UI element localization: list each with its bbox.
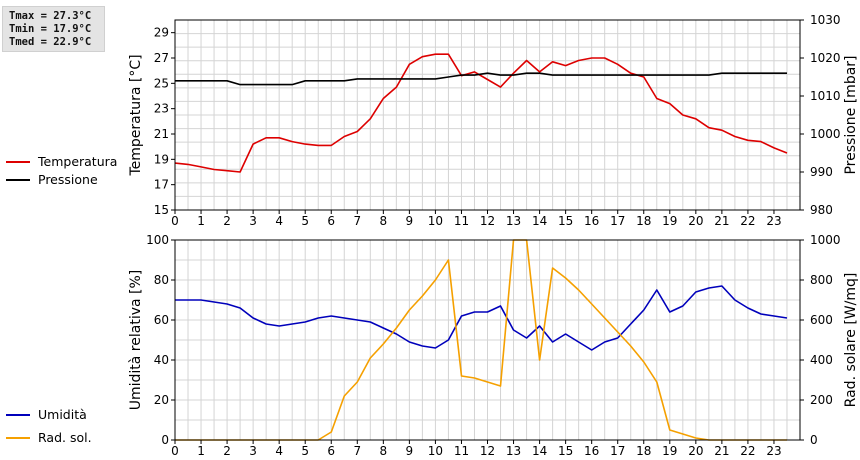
x-tick-label: 5	[301, 214, 309, 228]
y-tick-label: 15	[154, 203, 169, 217]
legend-label-0-0: Temperatura	[37, 154, 117, 169]
y-tick-label: 80	[154, 273, 169, 287]
y2-tick-label: 600	[810, 313, 833, 327]
tmax-value: Tmax = 27.3°C	[9, 10, 92, 22]
x-tick-label: 9	[406, 214, 414, 228]
y2-axis-title: Pressione [mbar]	[843, 55, 859, 174]
y-axis-title: Temperatura [°C]	[128, 54, 144, 176]
x-tick-label: 2	[223, 444, 231, 458]
x-tick-label: 7	[353, 214, 361, 228]
series-line-0-1	[175, 72, 787, 86]
x-tick-label: 20	[688, 444, 703, 458]
x-tick-label: 3	[249, 444, 257, 458]
legend-label-1-0: Umidità	[38, 407, 87, 422]
x-tick-label: 14	[532, 214, 547, 228]
y-tick-label: 60	[154, 313, 169, 327]
y2-tick-label: 0	[810, 433, 818, 447]
y-tick-label: 0	[161, 433, 169, 447]
y-tick-label: 21	[154, 127, 169, 141]
x-tick-label: 3	[249, 214, 257, 228]
y2-tick-label: 1020	[810, 51, 841, 65]
y2-axis-title: Rad. solare [W/mq]	[843, 273, 859, 408]
x-tick-label: 21	[714, 444, 729, 458]
x-tick-label: 6	[327, 444, 335, 458]
y-tick-label: 100	[146, 233, 169, 247]
y-tick-label: 25	[154, 76, 169, 90]
y-tick-label: 20	[154, 393, 169, 407]
tmin-value: Tmin = 17.9°C	[9, 23, 92, 35]
temperature-pressure-chart: 0 1 2 3 4 5 6 7 8 9 10 11 12 13 14 15 16 17 18 19 20 21 22 2315…	[128, 13, 859, 228]
y2-tick-label: 400	[810, 353, 833, 367]
x-tick-label: 10	[428, 214, 443, 228]
tmed-value: Tmed = 22.9°C	[9, 36, 92, 48]
y-tick-label: 29	[154, 26, 169, 40]
x-tick-label: 5	[301, 444, 309, 458]
x-tick-label: 18	[636, 214, 651, 228]
x-tick-label: 16	[584, 444, 599, 458]
x-tick-label: 21	[714, 214, 729, 228]
legends: Temperatura Pressione Umidità Rad. sol.	[6, 154, 117, 445]
x-tick-label: 17	[610, 214, 625, 228]
x-tick-label: 14	[532, 444, 547, 458]
legend-label-1-1: Rad. sol.	[38, 430, 92, 445]
x-tick-label: 2	[223, 214, 231, 228]
y2-tick-label: 1030	[810, 13, 841, 27]
x-tick-label: 23	[766, 214, 781, 228]
x-tick-label: 23	[766, 444, 781, 458]
y-axis-title: Umidità relativa [%]	[128, 270, 144, 411]
x-tick-label: 17	[610, 444, 625, 458]
x-tick-label: 19	[662, 444, 677, 458]
x-tick-label: 8	[380, 444, 388, 458]
y2-tick-label: 1010	[810, 89, 841, 103]
x-tick-label: 10	[428, 444, 443, 458]
x-tick-label: 13	[506, 214, 521, 228]
x-tick-label: 18	[636, 444, 651, 458]
x-tick-label: 0	[171, 444, 179, 458]
x-tick-label: 22	[740, 214, 755, 228]
x-tick-label: 4	[275, 214, 283, 228]
x-tick-label: 8	[380, 214, 388, 228]
x-tick-label: 9	[406, 444, 414, 458]
y-tick-label: 27	[154, 51, 169, 65]
x-tick-label: 19	[662, 214, 677, 228]
x-tick-label: 16	[584, 214, 599, 228]
x-tick-label: 11	[454, 444, 469, 458]
x-tick-label: 7	[353, 444, 361, 458]
x-tick-label: 11	[454, 214, 469, 228]
humidity-radiation-chart: 0 1 2 3 4 5 6 7 8 9 10 11 12 13 14 15 16 17 18 19 20 21 22 2302…	[128, 233, 859, 458]
x-tick-label: 6	[327, 214, 335, 228]
y2-tick-label: 200	[810, 393, 833, 407]
y-tick-label: 17	[154, 178, 169, 192]
y2-tick-label: 1000	[810, 233, 841, 247]
x-tick-label: 0	[171, 214, 179, 228]
x-tick-label: 12	[480, 444, 495, 458]
x-tick-label: 1	[197, 214, 205, 228]
x-tick-label: 20	[688, 214, 703, 228]
x-tick-label: 15	[558, 214, 573, 228]
x-tick-label: 4	[275, 444, 283, 458]
x-tick-label: 13	[506, 444, 521, 458]
y2-tick-label: 990	[810, 165, 833, 179]
x-tick-label: 1	[197, 444, 205, 458]
y2-tick-label: 1000	[810, 127, 841, 141]
y-tick-label: 40	[154, 353, 169, 367]
y-tick-label: 23	[154, 102, 169, 116]
stats-box: Tmax = 27.3°C Tmin = 17.9°C Tmed = 22.9°…	[2, 6, 105, 52]
y-tick-label: 19	[154, 152, 169, 166]
y2-tick-label: 800	[810, 273, 833, 287]
series-line-0-0	[174, 53, 788, 173]
x-tick-label: 12	[480, 214, 495, 228]
legend-label-0-1: Pressione	[38, 172, 98, 187]
y2-tick-label: 980	[810, 203, 833, 217]
x-tick-label: 15	[558, 444, 573, 458]
x-tick-label: 22	[740, 444, 755, 458]
series-line-1-0	[175, 285, 788, 351]
